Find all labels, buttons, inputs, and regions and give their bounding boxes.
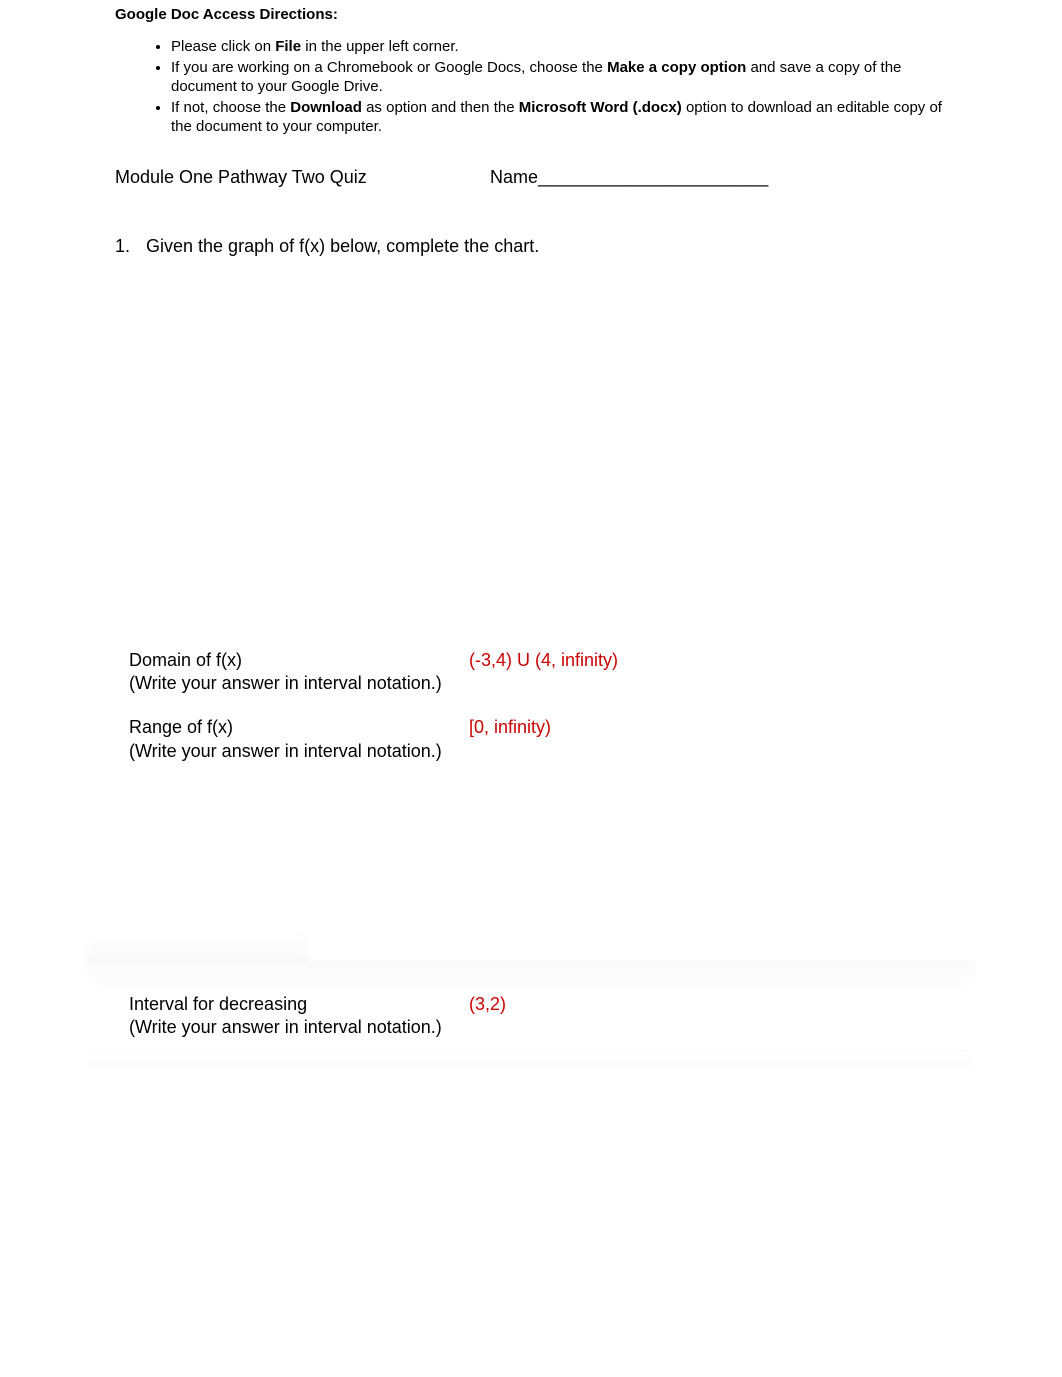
question-text: Given the graph of f(x) below, complete …	[146, 236, 539, 256]
decreasing-hint: (Write your answer in interval notation.…	[129, 1016, 469, 1039]
decreasing-answer: (3,2)	[469, 993, 947, 1040]
document-header: Module One Pathway Two Quiz Name________…	[115, 167, 947, 188]
range-label-cell: Range of f(x) (Write your answer in inte…	[115, 716, 469, 763]
blurred-preview-section: Interval for decreasing (Write your answ…	[115, 960, 947, 1070]
bullet-text: in the upper left corner.	[301, 38, 459, 55]
blur-overlay	[87, 1050, 975, 1070]
bullet-text: as option and then the	[362, 99, 519, 116]
directions-bullet-2: If you are working on a Chromebook or Go…	[171, 58, 947, 97]
range-row: Range of f(x) (Write your answer in inte…	[115, 716, 947, 763]
bullet-text: If not, choose the	[171, 99, 290, 116]
domain-row: Domain of f(x) (Write your answer in int…	[115, 649, 947, 696]
decreasing-row-container: Interval for decreasing (Write your answ…	[87, 985, 975, 1050]
range-hint: (Write your answer in interval notation.…	[129, 740, 469, 763]
decreasing-row: Interval for decreasing (Write your answ…	[115, 993, 947, 1040]
bullet-bold: Download	[290, 99, 362, 116]
range-label: Range of f(x)	[129, 716, 469, 739]
domain-hint: (Write your answer in interval notation.…	[129, 672, 469, 695]
bullet-text: Please click on	[171, 38, 275, 55]
bullet-text: If you are working on a Chromebook or Go…	[171, 59, 607, 76]
domain-answer: (-3,4) U (4, infinity)	[469, 649, 947, 696]
decreasing-label: Interval for decreasing	[129, 993, 469, 1016]
directions-bullet-1: Please click on File in the upper left c…	[171, 37, 947, 57]
bullet-bold: Microsoft Word (.docx)	[519, 99, 682, 116]
bullet-bold: File	[275, 38, 301, 55]
domain-label: Domain of f(x)	[129, 649, 469, 672]
directions-title: Google Doc Access Directions:	[115, 6, 947, 23]
decreasing-label-cell: Interval for decreasing (Write your answ…	[115, 993, 469, 1040]
name-field-label: Name_______________________	[490, 167, 947, 188]
range-answer: [0, infinity)	[469, 716, 947, 763]
directions-bullet-3: If not, choose the Download as option an…	[171, 98, 947, 137]
blur-overlay	[87, 960, 975, 985]
domain-label-cell: Domain of f(x) (Write your answer in int…	[115, 649, 469, 696]
answer-table: Domain of f(x) (Write your answer in int…	[115, 649, 947, 764]
bullet-bold: Make a copy option	[607, 59, 746, 76]
question-number: 1.	[115, 236, 141, 257]
module-title: Module One Pathway Two Quiz	[115, 167, 490, 188]
question-1: 1. Given the graph of f(x) below, comple…	[115, 236, 947, 257]
directions-list: Please click on File in the upper left c…	[115, 37, 947, 137]
